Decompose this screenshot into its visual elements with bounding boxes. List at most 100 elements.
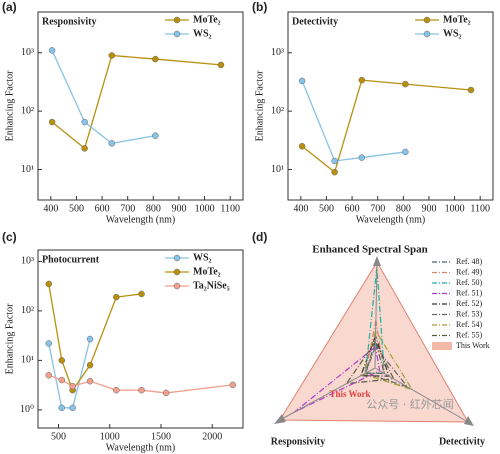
point [217,61,225,69]
y-tick-label: 10¹ [271,164,284,175]
point [86,335,94,343]
radar-axis [279,367,376,421]
x-tick-label: 500 [69,203,84,214]
y-tick-label: 10³ [21,256,34,267]
series-line [301,79,472,174]
x-tick-label: 700 [120,203,135,214]
legend-marker [173,30,181,38]
legend-label: Ref. 52) [456,299,483,308]
legend-marker [173,268,181,276]
point [331,157,338,165]
point [69,404,76,412]
series-line [51,54,222,150]
point [358,154,366,161]
legend-label: MoTe₂ [443,14,471,25]
legend-label: MoTe₂ [193,266,221,277]
point [108,140,116,147]
plot-frame [37,11,244,201]
point [58,404,66,412]
panel-label: (a) [2,0,17,14]
radar-arrow [274,414,286,424]
x-tick-label: 800 [146,203,161,214]
point [298,77,306,85]
point [229,381,236,389]
x-tick-label: 800 [396,203,411,214]
legend-marker [423,16,431,24]
reference-area [362,329,414,391]
point [45,372,53,379]
x-axis-label: Wavelength (nm) [106,442,175,453]
x-tick-label: 2000 [202,431,222,442]
radar-arrow [373,256,381,266]
chart-title: Responsivity [42,16,96,27]
chart-title: Detectivity [292,16,338,27]
legend-marker [423,30,431,38]
point [48,47,56,54]
panel-label: (c) [2,230,17,244]
legend-marker [173,282,181,290]
legend-label: Ref. 53) [456,309,483,318]
point [81,118,88,126]
x-tick-label: 400 [293,203,308,214]
reference-area [359,334,390,377]
point [152,132,159,139]
legend-label: Ta₂NiSe₅ [193,280,230,291]
legend-label: MoTe₂ [193,14,221,25]
reference-area [345,340,395,385]
point [138,290,145,298]
point [113,386,120,394]
legend-label: Ref. 49) [456,267,483,276]
watermark: 公众号 · 红外芯闻 [366,397,454,411]
legend-label: Ref. 55) [456,330,483,339]
axis-label: Detectivity [439,436,485,447]
point [298,143,306,150]
series-line [301,80,406,162]
legend-label: Ref. 48) [456,257,483,266]
annotation: This Work [329,389,370,399]
legend-label: Ref. 51) [456,288,483,297]
point [45,340,53,347]
x-tick-label: 500 [319,203,334,214]
series-line [48,283,142,392]
point [45,280,53,288]
legend-marker [173,16,181,24]
point [58,357,66,364]
x-tick-label: 600 [345,203,360,214]
x-tick-label: 1100 [220,203,240,214]
point [113,293,120,301]
axis-label: Enhanced Spectral Span [312,244,428,256]
y-axis-label: Enhancing Factor [4,303,15,374]
reference-area [293,345,381,413]
panel-label: (b) [252,0,267,14]
y-tick-label: 10² [271,105,284,116]
x-tick-label: 1000 [100,431,120,442]
point [402,80,409,88]
point [108,52,116,59]
legend-label: Ref. 54) [456,320,483,329]
legend-label: WS₂ [443,28,462,39]
x-tick-label: 700 [370,203,385,214]
plot-frame [287,11,494,201]
point [86,361,94,369]
point [331,168,338,176]
point [48,118,56,126]
y-tick-label: 10² [21,105,34,116]
point [86,377,94,385]
y-tick-label: 10¹ [21,355,34,366]
reference-area [364,320,386,375]
point [58,376,66,384]
point [152,55,159,63]
plot-frame [37,249,244,429]
axis-label: Responsivity [271,436,325,447]
point [138,386,145,394]
legend-label: Ref. 50) [456,278,483,287]
x-tick-label: 1000 [445,203,465,214]
point [162,389,170,397]
x-tick-label: 900 [421,203,436,214]
legend-label: This Work [456,341,490,350]
series-line [51,50,156,145]
point [402,148,409,156]
point [69,383,76,390]
y-tick-label: 10⁰ [20,404,34,415]
